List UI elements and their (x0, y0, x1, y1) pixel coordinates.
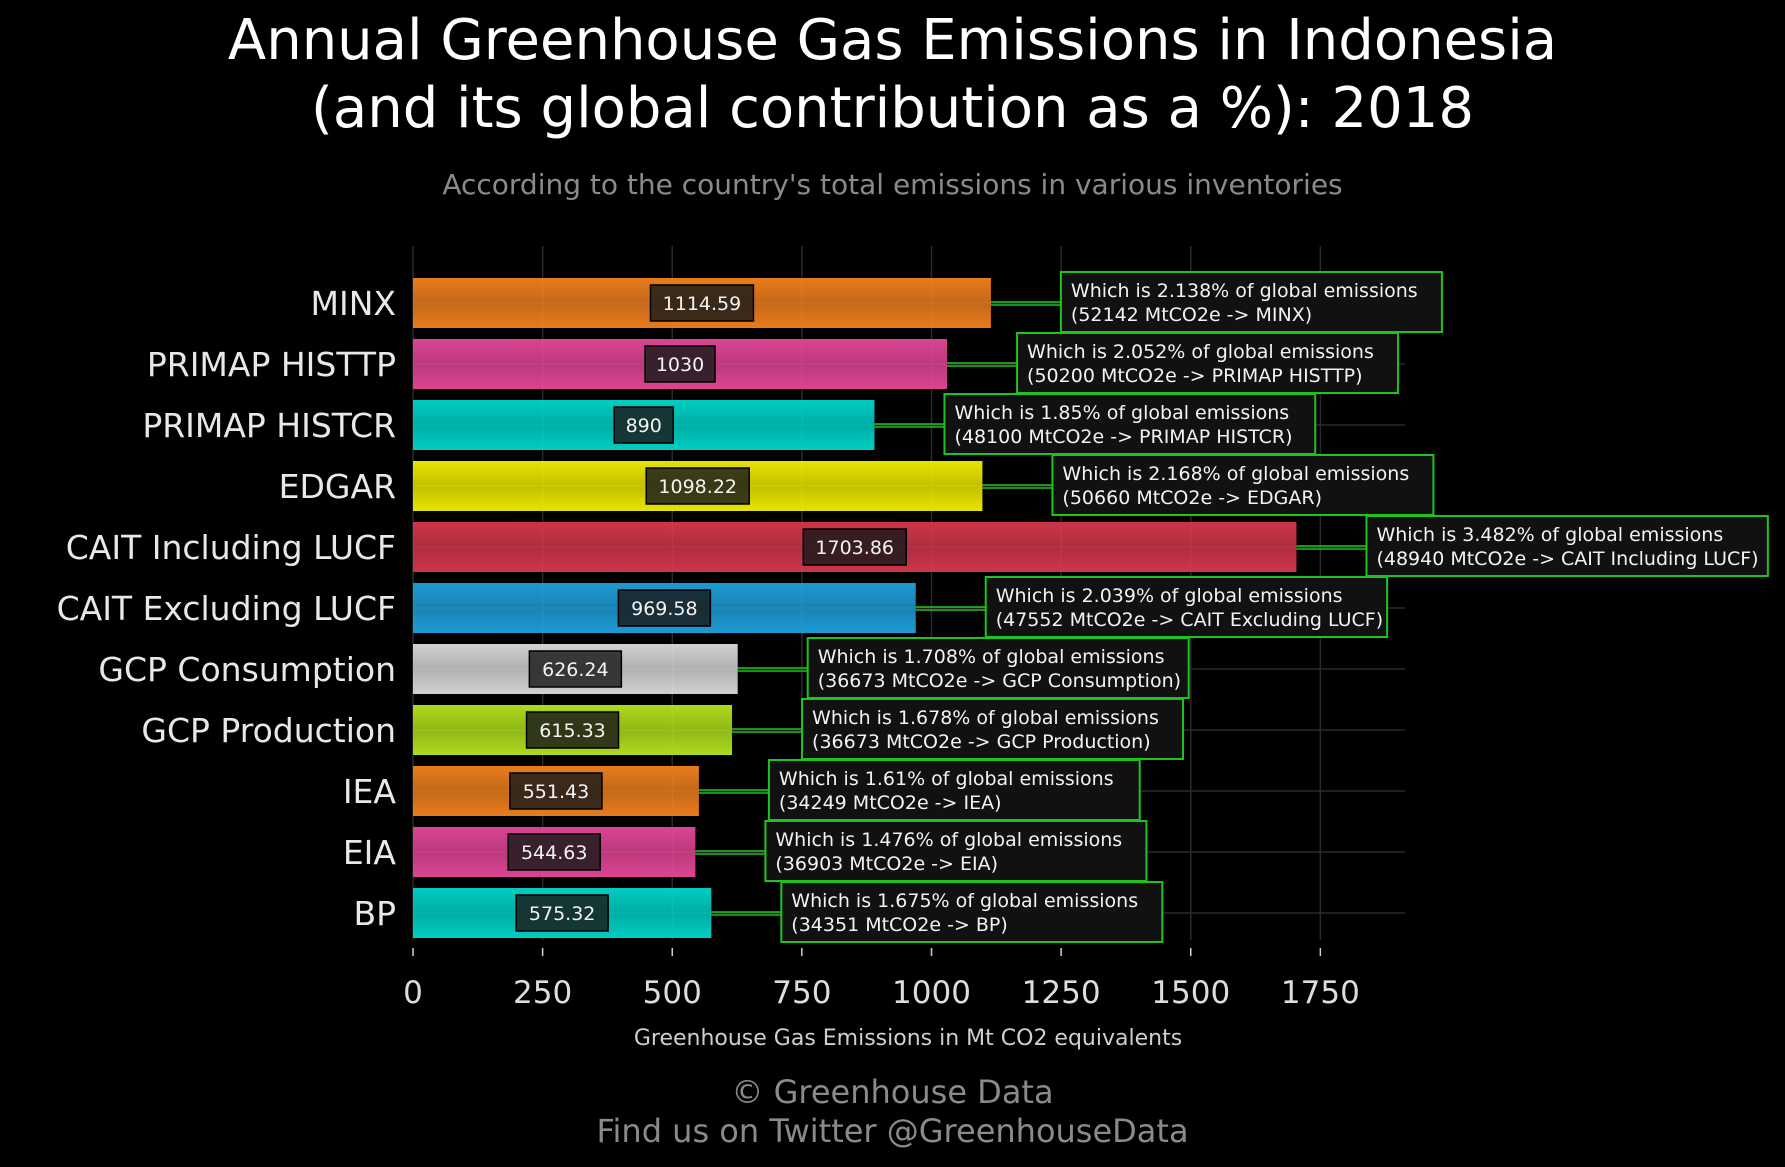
data-label-box (802, 528, 907, 566)
chart-title-line-1: Annual Greenhouse Gas Emissions in Indon… (227, 8, 1558, 73)
x-tick-label: 500 (643, 975, 702, 1011)
data-label-box (525, 711, 620, 749)
data-label: 551.43 (523, 781, 589, 803)
annotation-line-2: (34351 MtCO2e -> BP) (791, 914, 1008, 936)
annotation-line-1: Which is 1.85% of global emissions (954, 402, 1289, 424)
x-tick-label: 750 (772, 975, 831, 1011)
annotation-line-1: Which is 2.168% of global emissions (1062, 463, 1409, 485)
annotation-line-2: (50200 MtCO2e -> PRIMAP HISTTP) (1027, 365, 1362, 387)
x-tick-label: 1250 (1022, 975, 1101, 1011)
footer-copyright: © Greenhouse Data (731, 1073, 1054, 1111)
data-label: 1703.86 (815, 537, 894, 559)
annotation-line-2: (36673 MtCO2e -> GCP Consumption) (818, 670, 1181, 692)
category-label: GCP Consumption (98, 650, 396, 689)
data-label-box (645, 467, 750, 505)
annotation-box (1016, 332, 1400, 394)
data-label-box (528, 650, 623, 688)
annotation-line-2: (52142 MtCO2e -> MINX) (1071, 304, 1312, 326)
data-label: 890 (626, 415, 662, 437)
data-label: 1098.22 (658, 476, 737, 498)
annotation-box (1051, 454, 1435, 516)
data-label: 1114.59 (663, 293, 742, 315)
category-label: GCP Production (141, 711, 396, 750)
annotation-box (801, 698, 1185, 760)
annotation-line-2: (48100 MtCO2e -> PRIMAP HISTCR) (954, 426, 1292, 448)
data-label: 969.58 (631, 598, 697, 620)
category-label: BP (353, 894, 396, 933)
chart-subtitle: According to the country's total emissio… (442, 168, 1343, 201)
annotation-line-1: Which is 2.039% of global emissions (996, 585, 1343, 607)
category-label: PRIMAP HISTTP (147, 345, 396, 384)
data-label: 544.63 (521, 842, 587, 864)
category-label: MINX (311, 284, 397, 323)
annotation-box (767, 759, 1141, 821)
data-label-box (613, 406, 674, 444)
annotation-line-2: (34249 MtCO2e -> IEA) (779, 792, 1002, 814)
category-label: EDGAR (279, 467, 396, 506)
annotation-line-1: Which is 1.61% of global emissions (779, 768, 1114, 790)
category-label: CAIT Excluding LUCF (57, 589, 396, 628)
x-tick-label: 1500 (1151, 975, 1230, 1011)
data-label-box (617, 589, 712, 627)
annotation-line-1: Which is 1.476% of global emissions (775, 829, 1122, 851)
category-label: CAIT Including LUCF (66, 528, 396, 567)
annotation-box (943, 393, 1317, 455)
data-label-box (515, 894, 609, 932)
category-label: PRIMAP HISTCR (142, 406, 396, 445)
x-tick-label: 0 (403, 975, 423, 1011)
data-label-box (649, 284, 755, 322)
x-tick-label: 1000 (892, 975, 971, 1011)
annotation-line-2: (48940 MtCO2e -> CAIT Including LUCF) (1376, 548, 1758, 570)
chart-title-line-2: (and its global contribution as a %): 20… (311, 76, 1474, 141)
annotation-line-1: Which is 3.482% of global emissions (1376, 524, 1723, 546)
annotation-line-1: Which is 2.138% of global emissions (1071, 280, 1418, 302)
data-label-box (509, 772, 603, 810)
annotation-box (1365, 515, 1769, 577)
category-labels: MINX PRIMAP HISTTP PRIMAP HISTCR EDGAR CAIT … (57, 284, 397, 933)
bar-chart: 1114.59 Which is 2.138% of global emissio… (57, 246, 1769, 1051)
annotation-line-1: Which is 1.708% of global emissions (818, 646, 1165, 668)
annotation-line-2: (47552 MtCO2e -> CAIT Excluding LUCF) (996, 609, 1383, 631)
x-axis-label: Greenhouse Gas Emissions in Mt CO2 equiv… (634, 1026, 1182, 1051)
annotation-box (1059, 271, 1443, 333)
data-label: 626.24 (542, 659, 608, 681)
annotation-box (780, 881, 1164, 943)
annotation-box (984, 576, 1389, 638)
data-label-box (507, 833, 601, 871)
data-label: 575.32 (529, 903, 595, 925)
bars: 1114.59 Which is 2.138% of global emissio… (413, 271, 1769, 943)
x-tick-label: 250 (513, 975, 572, 1011)
data-label-box (644, 345, 716, 383)
annotation-line-2: (36903 MtCO2e -> EIA) (775, 853, 998, 875)
annotation-line-1: Which is 1.678% of global emissions (812, 707, 1159, 729)
data-label: 1030 (656, 354, 704, 376)
x-tick-label: 1750 (1281, 975, 1360, 1011)
category-label: EIA (343, 833, 397, 872)
annotation-line-2: (50660 MtCO2e -> EDGAR) (1062, 487, 1322, 509)
footer-twitter: Find us on Twitter @GreenhouseData (596, 1112, 1189, 1150)
x-axis-ticks: 0 250 500 750 1000 1250 1500 1750 (403, 948, 1360, 1011)
annotation-line-2: (36673 MtCO2e -> GCP Production) (812, 731, 1151, 753)
category-label: IEA (343, 772, 397, 811)
annotation-line-1: Which is 2.052% of global emissions (1027, 341, 1374, 363)
annotation-line-1: Which is 1.675% of global emissions (791, 890, 1138, 912)
data-label: 615.33 (539, 720, 605, 742)
